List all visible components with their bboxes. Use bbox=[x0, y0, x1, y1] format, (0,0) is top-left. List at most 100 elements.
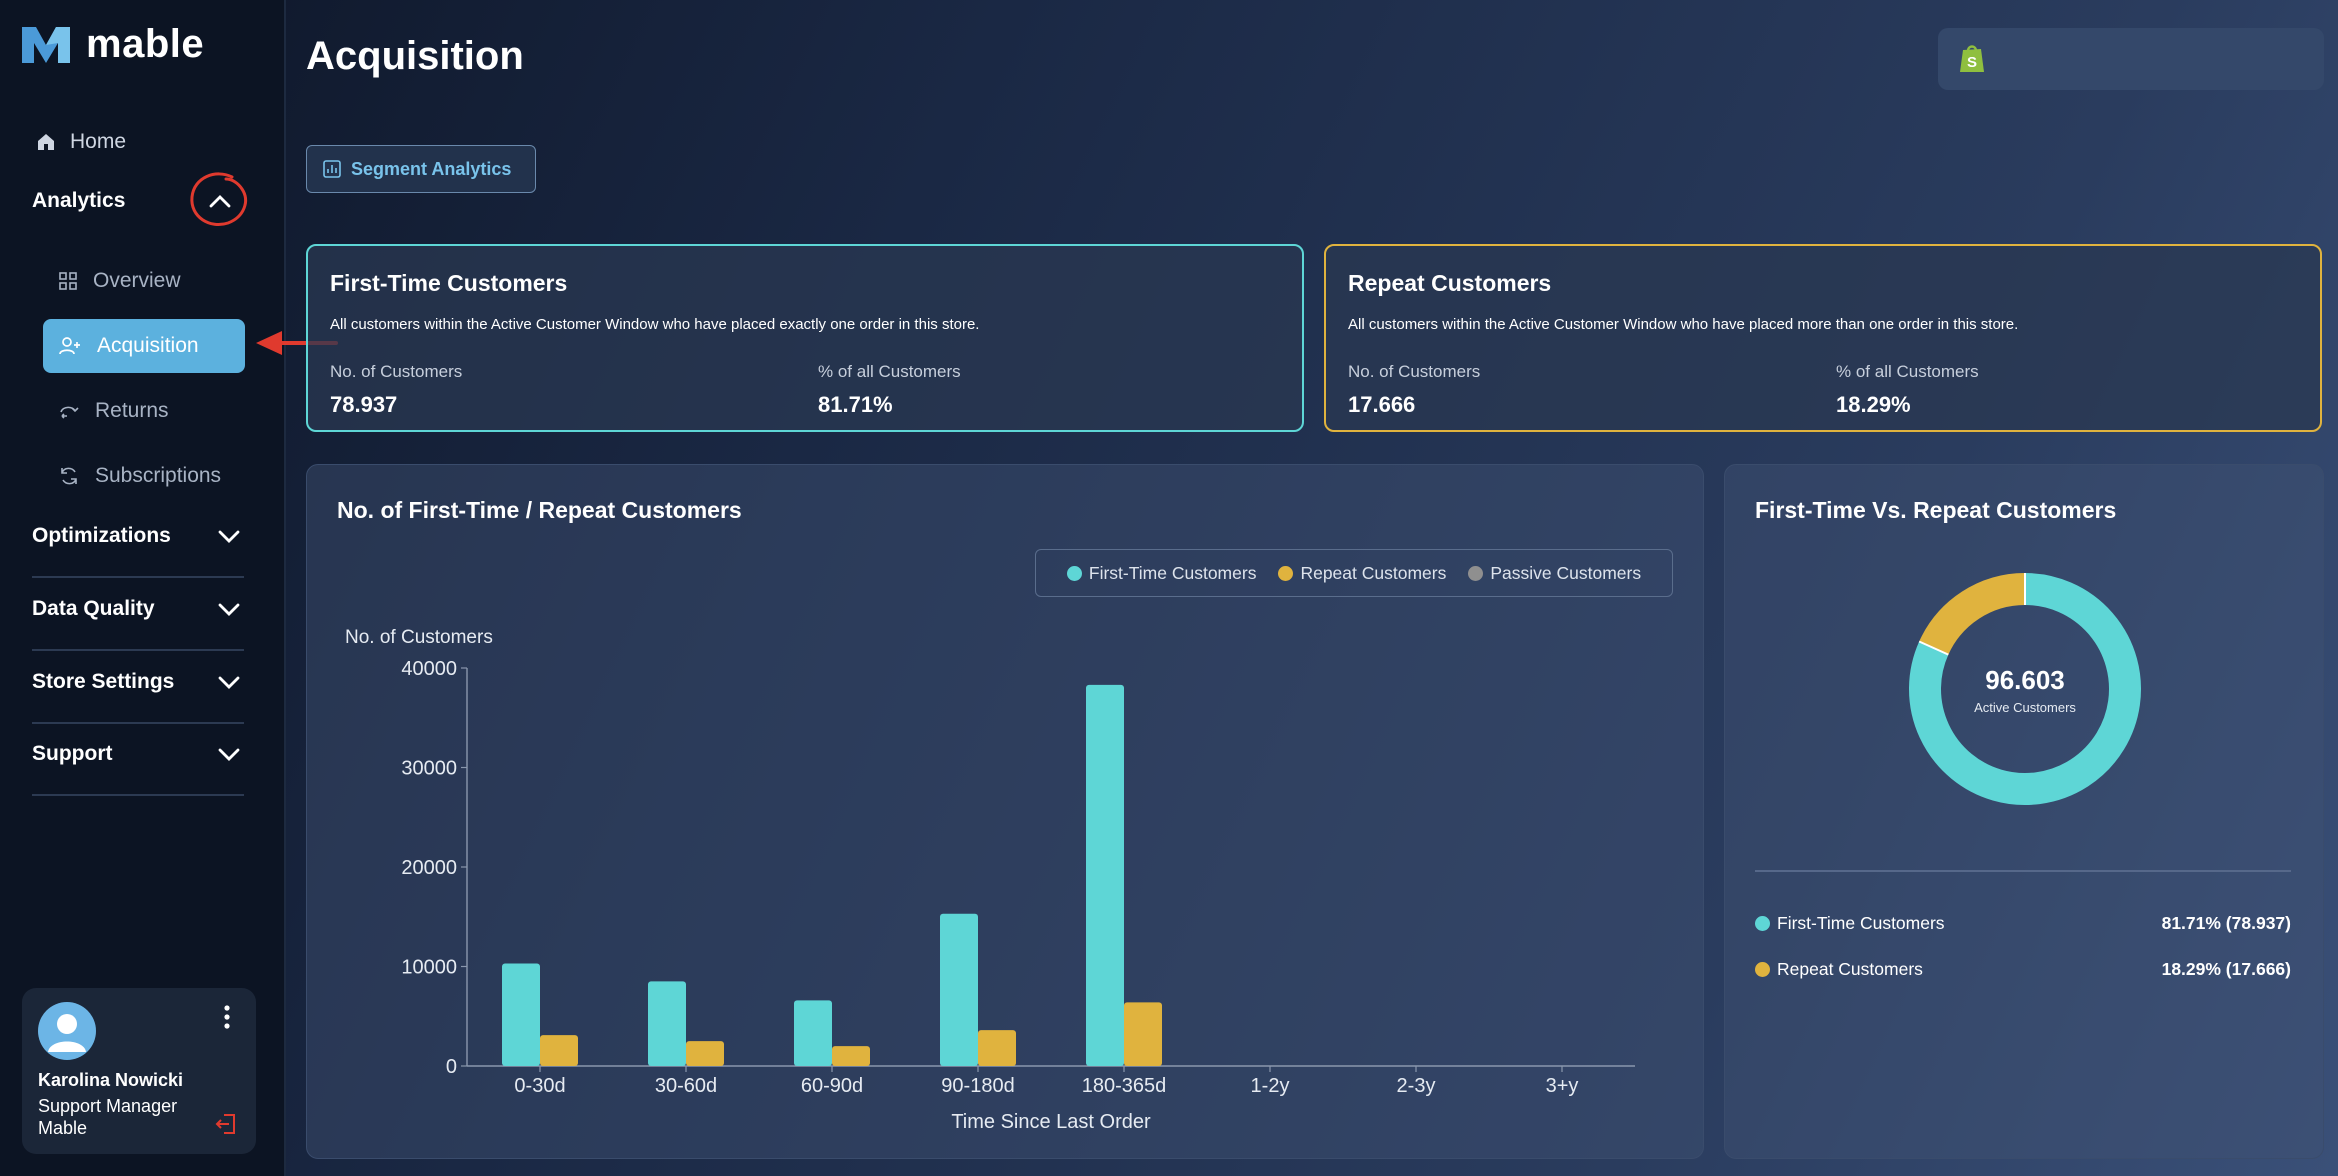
kpi-count-label: No. of Customers bbox=[1348, 362, 1481, 381]
user-icon bbox=[48, 1014, 86, 1052]
sidebar-section-label: Data Quality bbox=[32, 597, 155, 620]
avatar[interactable] bbox=[38, 1002, 96, 1060]
kpi-pct-label: % of all Customers bbox=[1836, 362, 1979, 381]
segment-analytics-button[interactable]: Segment Analytics bbox=[306, 145, 536, 193]
sidebar-section-label: Support bbox=[32, 742, 113, 765]
x-tick-label: 1-2y bbox=[1251, 1075, 1290, 1097]
bar-repeat bbox=[686, 1041, 724, 1066]
sidebar-section-label: Analytics bbox=[32, 189, 126, 212]
sidebar-section-optimizations[interactable]: Optimizations bbox=[32, 524, 244, 548]
bar-first-time bbox=[648, 981, 686, 1066]
pie-divider bbox=[1755, 870, 2291, 872]
legend-label: First-Time Customers bbox=[1088, 562, 1257, 583]
kpi-description: All customers within the Active Customer… bbox=[1348, 316, 2019, 333]
pie-legend-value: 81.71% (78.937) bbox=[2161, 913, 2291, 933]
sidebar-section-data-quality[interactable]: Data Quality bbox=[32, 597, 244, 621]
sidebar-section-label: Optimizations bbox=[32, 524, 171, 547]
chevron-down-icon bbox=[218, 530, 240, 543]
y-axis-title: No. of Customers bbox=[345, 627, 493, 648]
pie-legend-value: 18.29% (17.666) bbox=[2161, 959, 2291, 979]
refresh-icon bbox=[61, 467, 77, 485]
legend-item-repeat[interactable]: Repeat Customers bbox=[1278, 563, 1446, 584]
sidebar-section-support[interactable]: Support bbox=[32, 742, 244, 766]
x-tick-label: 3+y bbox=[1546, 1075, 1579, 1097]
x-tick-label: 60-90d bbox=[801, 1075, 863, 1097]
x-tick-label: 90-180d bbox=[941, 1075, 1014, 1097]
bar-chart-panel: No. of First-Time / Repeat Customers Fir… bbox=[306, 464, 1704, 1159]
sidebar-item-label: Acquisition bbox=[97, 334, 199, 357]
sidebar-divider bbox=[32, 576, 244, 578]
pie-legend-row: Repeat Customers 18.29% (17.666) bbox=[1755, 959, 2291, 980]
store-selector[interactable]: S bbox=[1938, 28, 2324, 90]
x-tick-label: 2-3y bbox=[1397, 1075, 1436, 1097]
mable-logo-icon bbox=[22, 26, 70, 63]
chevron-down-icon bbox=[218, 676, 240, 689]
user-plus-icon bbox=[59, 337, 80, 355]
chevron-down-icon bbox=[218, 603, 240, 616]
sidebar-divider bbox=[32, 722, 244, 724]
kpi-pct-value: 81.71% bbox=[818, 392, 893, 417]
x-tick-label: 30-60d bbox=[655, 1075, 717, 1097]
annotation-circle bbox=[190, 172, 247, 226]
panel-title: First-Time Vs. Repeat Customers bbox=[1755, 497, 2117, 523]
more-vertical-icon[interactable] bbox=[222, 1004, 232, 1030]
sidebar-item-overview[interactable]: Overview bbox=[43, 254, 245, 308]
sidebar-item-subscriptions[interactable]: Subscriptions bbox=[43, 449, 245, 503]
sidebar-divider bbox=[32, 649, 244, 651]
first-time-customers-card: First-Time Customers All customers withi… bbox=[306, 244, 1304, 432]
kpi-title: First-Time Customers bbox=[330, 270, 568, 296]
user-company: Mable bbox=[38, 1118, 88, 1138]
sidebar-section-store-settings[interactable]: Store Settings bbox=[32, 670, 244, 694]
sidebar-item-returns[interactable]: Returns bbox=[43, 384, 245, 438]
kpi-count-value: 78.937 bbox=[330, 392, 398, 417]
donut-center: 96.603 Active Customers bbox=[1961, 665, 2089, 715]
logo[interactable]: mable bbox=[20, 22, 204, 67]
logo-text: mable bbox=[86, 22, 205, 66]
bar-repeat bbox=[978, 1030, 1016, 1066]
y-tick-label: 40000 bbox=[401, 658, 457, 680]
sidebar-section-analytics[interactable]: Analytics bbox=[32, 172, 247, 226]
sidebar-item-label: Returns bbox=[95, 399, 169, 422]
bar-first-time bbox=[794, 1000, 832, 1066]
pie-legend-row: First-Time Customers 81.71% (78.937) bbox=[1755, 913, 2291, 934]
sidebar-item-home[interactable]: Home bbox=[36, 120, 246, 164]
donut-separator bbox=[1918, 640, 1949, 656]
kpi-pct-value: 18.29% bbox=[1836, 392, 1911, 417]
bar-first-time bbox=[502, 963, 540, 1066]
legend-dot bbox=[1755, 916, 1770, 931]
sidebar-item-acquisition[interactable]: Acquisition bbox=[43, 319, 245, 373]
user-name: Karolina Nowicki bbox=[38, 1070, 184, 1090]
grid-icon bbox=[59, 272, 77, 290]
sidebar-item-label: Overview bbox=[93, 269, 181, 292]
legend-dot bbox=[1278, 565, 1294, 581]
bar-chart: No. of Customers 0 10000 20000 30000 40000 0-3… bbox=[345, 627, 1635, 1133]
bar-repeat bbox=[832, 1046, 870, 1066]
kpi-count-value: 17.666 bbox=[1348, 392, 1416, 417]
sidebar-section-label: Store Settings bbox=[32, 670, 175, 693]
y-tick-label: 0 bbox=[446, 1056, 457, 1078]
chart-legend: First-Time Customers Repeat Customers Pa… bbox=[1035, 549, 1673, 597]
logout-icon[interactable] bbox=[214, 1112, 238, 1136]
y-tick-label: 20000 bbox=[401, 857, 457, 879]
chevron-up-icon[interactable] bbox=[190, 172, 250, 229]
chevron-down-icon bbox=[218, 748, 240, 761]
sidebar: mable Home Analytics Overview Acquisitio… bbox=[0, 0, 338, 1176]
user-role: Support Manager bbox=[38, 1096, 178, 1116]
svg-text:S: S bbox=[1967, 54, 1977, 71]
y-tick-label: 30000 bbox=[401, 758, 457, 780]
bar-first-time bbox=[1086, 684, 1124, 1066]
x-axis-title: Time Since Last Order bbox=[951, 1111, 1151, 1133]
bar-first-time bbox=[940, 913, 978, 1066]
panel-title: No. of First-Time / Repeat Customers bbox=[337, 497, 742, 523]
pie-legend-label: Repeat Customers bbox=[1777, 959, 1923, 979]
return-arrow-icon bbox=[60, 406, 79, 419]
legend-item-passive[interactable]: Passive Customers bbox=[1468, 563, 1641, 584]
pie-legend-label: First-Time Customers bbox=[1777, 913, 1945, 933]
legend-item-first-time[interactable]: First-Time Customers bbox=[1066, 562, 1257, 584]
donut-slice-first-time bbox=[1909, 573, 2141, 805]
donut-slice-repeat bbox=[1919, 573, 2026, 656]
segment-analytics-label: Segment Analytics bbox=[351, 158, 512, 179]
user-card: Karolina Nowicki Support Manager Mable bbox=[22, 988, 256, 1154]
kpi-title: Repeat Customers bbox=[1348, 270, 1552, 296]
bar-repeat bbox=[540, 1035, 578, 1066]
